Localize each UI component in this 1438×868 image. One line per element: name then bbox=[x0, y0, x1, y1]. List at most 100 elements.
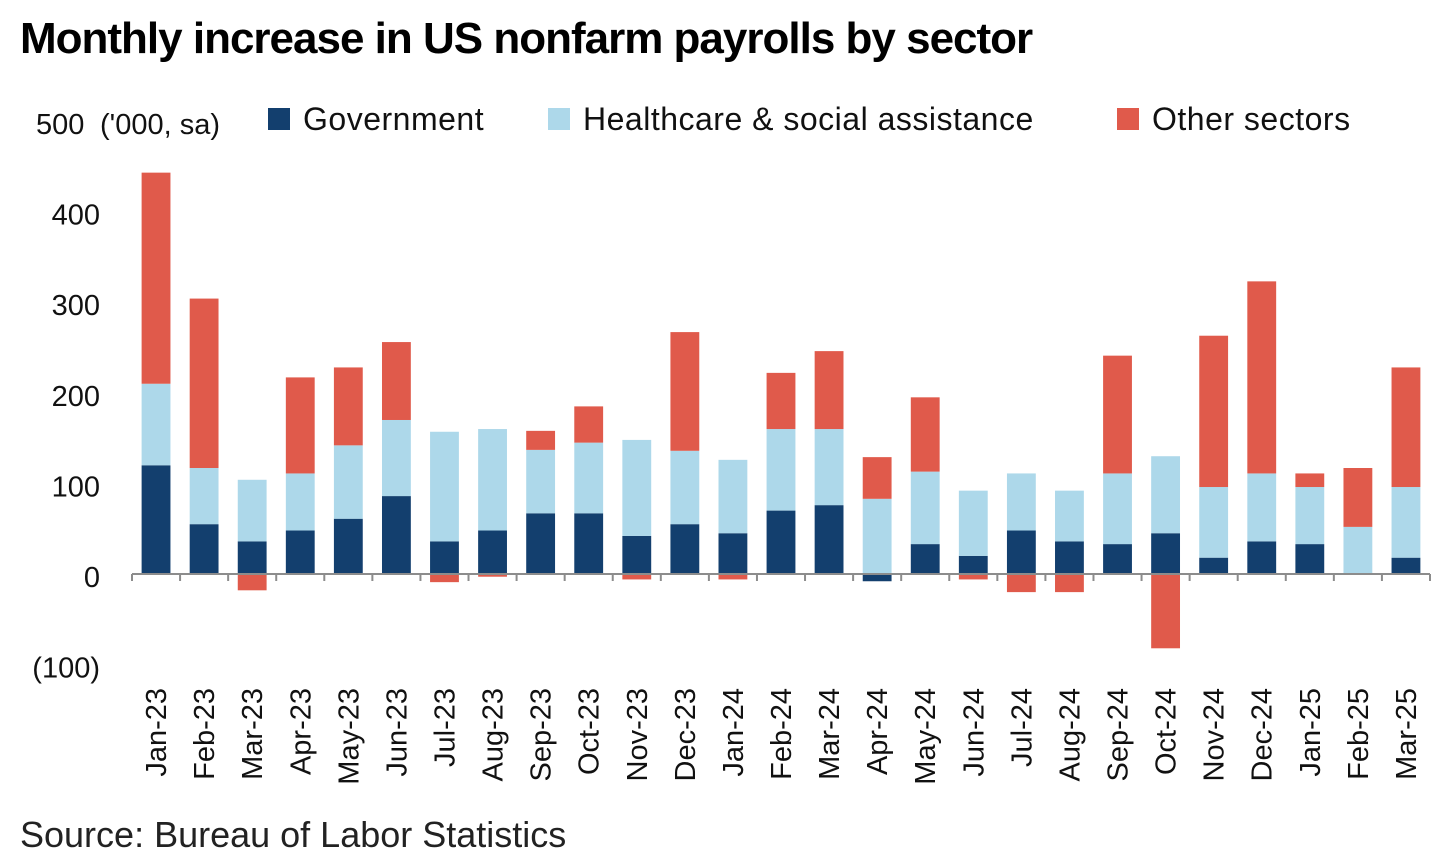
bar-segment bbox=[766, 372, 796, 430]
bar-segment bbox=[141, 172, 171, 384]
x-tick-label: Apr-23 bbox=[285, 688, 317, 775]
x-tick-label: Jun-24 bbox=[958, 688, 990, 777]
y-tick-label: 0 bbox=[84, 562, 100, 594]
x-tick-label: Feb-25 bbox=[1343, 688, 1375, 780]
bar-segment bbox=[1247, 541, 1277, 574]
bar-segment bbox=[814, 505, 844, 574]
x-tick-label: Nov-24 bbox=[1199, 688, 1231, 782]
x-axis: Jan-23 Feb-23 Mar-23 Apr-23 May-23 Jun-23 Jul-… bbox=[131, 573, 1431, 785]
legend: Government Healthcare & social assistance… bbox=[268, 101, 1351, 137]
bar-segment bbox=[1006, 473, 1036, 531]
x-tick-label: Sep-23 bbox=[526, 688, 558, 782]
legend-label: Government bbox=[303, 101, 484, 137]
bar-segment bbox=[1055, 541, 1084, 574]
bar-segment bbox=[1006, 530, 1036, 574]
bar-segment bbox=[141, 465, 171, 574]
bar-segment bbox=[574, 406, 604, 443]
bar-segment bbox=[622, 439, 652, 536]
bar-segment bbox=[1151, 533, 1181, 574]
bar-segment bbox=[1055, 574, 1084, 593]
x-tick-label: Mar-23 bbox=[237, 688, 269, 780]
bar-segment bbox=[1295, 544, 1325, 574]
y-tick-label: 400 bbox=[52, 200, 100, 232]
bar-segment bbox=[430, 574, 459, 583]
bar-segment bbox=[478, 530, 507, 574]
bar-segment bbox=[670, 524, 700, 574]
bar-segment bbox=[381, 496, 411, 574]
x-tick-label: Feb-24 bbox=[766, 688, 798, 780]
bar-segment bbox=[910, 471, 940, 545]
bar-segment bbox=[1199, 487, 1229, 558]
x-tick-label: Aug-23 bbox=[478, 688, 510, 782]
bar-segment bbox=[189, 468, 219, 525]
bars bbox=[141, 172, 1421, 649]
bar-segment bbox=[1103, 355, 1132, 474]
bar-segment bbox=[478, 429, 507, 531]
bar-segment bbox=[333, 518, 363, 574]
bar-segment bbox=[670, 450, 700, 525]
bar-segment bbox=[622, 535, 652, 574]
y-tick-label: 300 bbox=[52, 290, 100, 322]
bar-segment bbox=[862, 498, 892, 574]
bar-segment bbox=[1151, 574, 1181, 649]
bar-segment bbox=[958, 490, 988, 556]
y-tick-label: 500 bbox=[36, 109, 84, 141]
x-tick-label: Jan-23 bbox=[141, 688, 173, 777]
x-tick-label: Mar-25 bbox=[1391, 688, 1423, 780]
bar-segment bbox=[910, 544, 940, 574]
bar-segment bbox=[1391, 367, 1421, 488]
chart: Government Healthcare & social assistance… bbox=[32, 101, 1431, 785]
bar-segment bbox=[1391, 487, 1421, 558]
bar-segment bbox=[1006, 574, 1036, 593]
bar-segment bbox=[237, 541, 267, 574]
bar-segment bbox=[189, 524, 219, 574]
x-tick-label: Jul-23 bbox=[429, 688, 461, 767]
legend-swatch bbox=[548, 108, 570, 130]
bar-segment bbox=[333, 445, 363, 519]
legend-swatch bbox=[1117, 108, 1139, 130]
bar-segment bbox=[718, 533, 748, 574]
bar-segment bbox=[1103, 473, 1132, 545]
bar-segment bbox=[1247, 473, 1277, 542]
bar-segment bbox=[910, 397, 940, 472]
bar-segment bbox=[526, 513, 556, 574]
bar-segment bbox=[670, 332, 700, 451]
x-tick-label: Dec-23 bbox=[670, 688, 702, 782]
x-tick-label: Oct-23 bbox=[574, 688, 606, 775]
bar-segment bbox=[574, 442, 604, 514]
bar-segment bbox=[1391, 557, 1421, 574]
bar-segment bbox=[285, 377, 315, 474]
chart-title: Monthly increase in US nonfarm payrolls … bbox=[20, 14, 1033, 63]
bar-segment bbox=[1247, 281, 1277, 474]
bar-segment bbox=[1199, 557, 1229, 574]
bar-segment bbox=[1151, 456, 1181, 534]
x-tick-label: Sep-24 bbox=[1103, 688, 1135, 782]
y-unit-label: ('000, sa) bbox=[100, 109, 220, 141]
bar-segment bbox=[333, 367, 363, 446]
bar-segment bbox=[1103, 544, 1132, 574]
bar-segment bbox=[237, 479, 267, 542]
x-tick-label: Jan-25 bbox=[1295, 688, 1327, 777]
bar-segment bbox=[285, 530, 315, 574]
bar-segment bbox=[237, 574, 267, 591]
y-tick-label: 100 bbox=[52, 471, 100, 503]
bar-segment bbox=[718, 574, 748, 580]
x-tick-label: Apr-24 bbox=[862, 688, 894, 775]
x-tick-label: Nov-23 bbox=[622, 688, 654, 782]
bar-segment bbox=[381, 419, 411, 497]
bar-segment bbox=[1343, 526, 1373, 574]
bar-segment bbox=[141, 383, 171, 466]
bar-segment bbox=[766, 510, 796, 574]
source-note: Source: Bureau of Labor Statistics bbox=[20, 814, 567, 855]
bar-segment bbox=[1055, 490, 1084, 542]
legend-label: Healthcare & social assistance bbox=[583, 101, 1034, 137]
bar-segment bbox=[430, 431, 459, 542]
bar-segment bbox=[1295, 487, 1325, 545]
bar-segment bbox=[1343, 468, 1373, 527]
x-tick-label: Jul-24 bbox=[1006, 688, 1038, 767]
bar-segment bbox=[862, 574, 892, 582]
bar-segment bbox=[526, 449, 556, 514]
legend-label: Other sectors bbox=[1152, 101, 1351, 137]
x-tick-label: May-24 bbox=[910, 688, 942, 785]
bar-segment bbox=[622, 574, 652, 580]
